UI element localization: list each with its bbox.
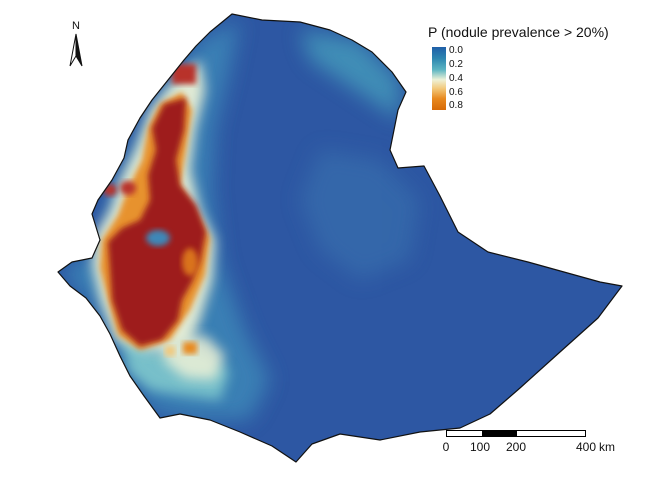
scale-label-400: 400 bbox=[575, 440, 597, 454]
south-spot-1 bbox=[183, 342, 197, 354]
scale-label-100: 100 bbox=[469, 440, 491, 454]
scale-label-unit: km bbox=[599, 440, 615, 454]
north-label: N bbox=[72, 20, 80, 32]
north-arrow-icon bbox=[69, 33, 83, 67]
legend-tick-0: 0.0 bbox=[449, 45, 463, 56]
central-speckle bbox=[300, 150, 420, 280]
northeast-teal bbox=[300, 30, 400, 120]
legend-tick-1: 0.2 bbox=[449, 59, 463, 70]
scale-segment-black bbox=[482, 431, 517, 436]
scale-bar bbox=[446, 430, 586, 437]
highzone-core bbox=[108, 98, 206, 346]
scale-label-200: 200 bbox=[505, 440, 527, 454]
legend-title: P (nodule prevalence > 20%) bbox=[428, 24, 609, 40]
west-blob-2 bbox=[120, 181, 136, 195]
legend-tick-2: 0.4 bbox=[449, 73, 463, 84]
core-gap bbox=[182, 248, 198, 276]
core-hole bbox=[146, 230, 170, 246]
scale-label-0: 0 bbox=[442, 440, 450, 454]
legend-tick-3: 0.6 bbox=[449, 87, 463, 98]
country-border bbox=[57, 13, 623, 463]
north-patch bbox=[172, 64, 196, 84]
south-spot-2 bbox=[165, 346, 175, 356]
legend-color-bar bbox=[432, 47, 446, 110]
legend-tick-4: 0.8 bbox=[449, 100, 463, 111]
